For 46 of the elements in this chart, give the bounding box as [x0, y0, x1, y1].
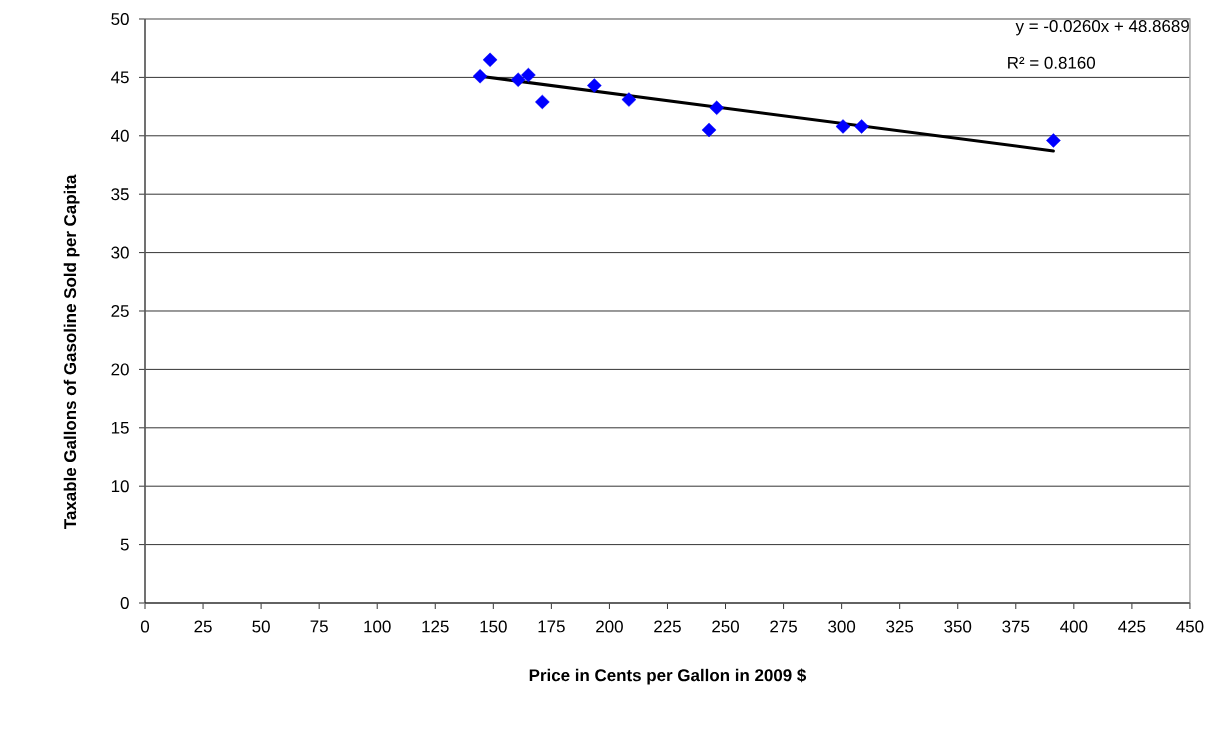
x-tick-label: 350 [944, 620, 972, 633]
y-tick-label: 40 [111, 129, 129, 142]
x-tick-label: 275 [770, 620, 797, 633]
x-tick-label: 0 [140, 620, 150, 633]
point [472, 69, 488, 84]
x-tick-label: 150 [480, 620, 507, 633]
point [1046, 133, 1061, 148]
point [854, 119, 869, 134]
x-tick-label: 425 [1118, 620, 1146, 633]
y-tick-label: 25 [111, 305, 129, 317]
point [701, 122, 717, 138]
x-tick-label: 100 [364, 620, 391, 633]
x-tick-label: 325 [886, 620, 914, 633]
y-tick-label: 30 [111, 246, 129, 259]
annotation: y = -0.0260x + 48.8689 [1015, 20, 1189, 36]
y-tick-label: 15 [111, 421, 129, 434]
x-tick-label: 250 [712, 620, 739, 633]
point [510, 72, 526, 87]
x-tick-label: 200 [596, 620, 623, 633]
point [587, 78, 602, 93]
point [482, 52, 498, 68]
x-tick-label: 75 [310, 620, 328, 633]
y-tick-label: 20 [111, 363, 129, 376]
point [621, 92, 637, 107]
point [521, 67, 536, 83]
x-tick-label: 450 [1176, 620, 1204, 633]
y-tick-label: 45 [111, 71, 129, 84]
x-tick-label: 50 [252, 620, 270, 633]
y-tick-label: 50 [111, 12, 129, 25]
x-tick-label: 25 [194, 620, 212, 633]
x-tick-label: 175 [538, 620, 565, 633]
y-tick-label: 10 [111, 480, 129, 493]
annotation: R² = 0.8160 [1008, 56, 1096, 69]
point [535, 94, 550, 110]
y-tick-label: 0 [120, 597, 129, 609]
x-tick-label: 400 [1060, 620, 1088, 633]
y-axis-title: Taxable Gallons of Gasoline Sold per Capita [63, 174, 80, 529]
y-tick-label: 5 [120, 538, 129, 551]
y-tick-label: 35 [111, 188, 129, 201]
x-tick-label: 225 [654, 620, 681, 633]
point [835, 119, 851, 134]
point [709, 100, 724, 115]
x-tick-label: 125 [422, 620, 449, 633]
x-tick-label: 375 [1002, 620, 1030, 633]
x-axis-title: Price in Cents per Gallon in 2009 $ [529, 668, 807, 685]
x-tick-label: 300 [828, 620, 856, 633]
